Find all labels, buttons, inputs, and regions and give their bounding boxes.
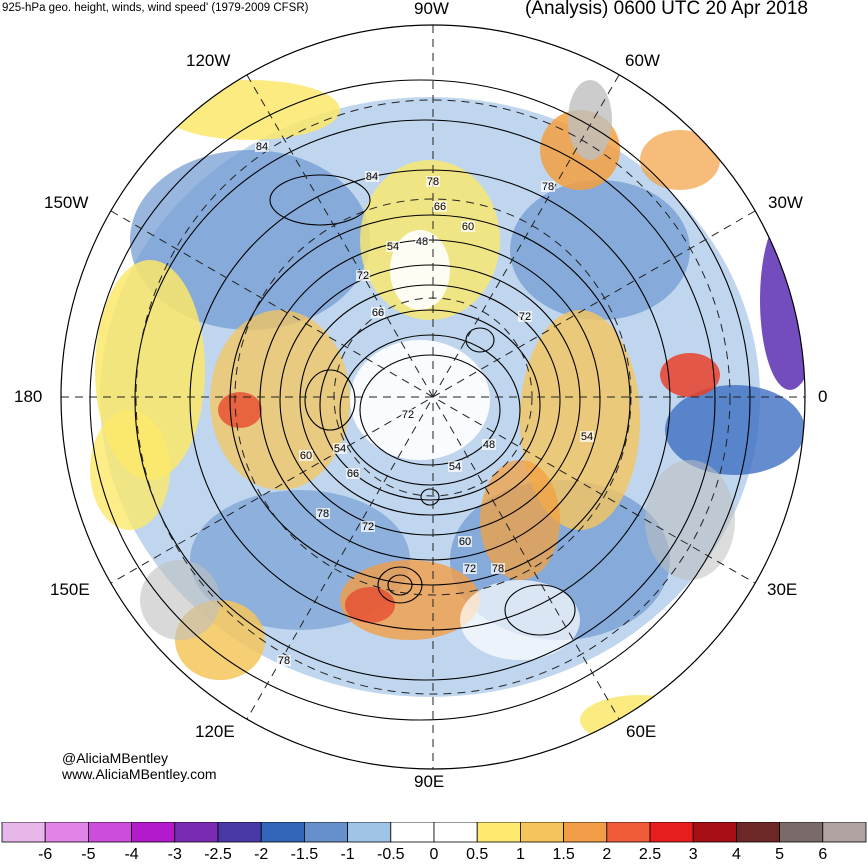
contour-label: 54 (581, 431, 593, 443)
colorbar-cell (1, 822, 46, 843)
contour-label: 66 (372, 307, 384, 319)
contour-label: 78 (278, 655, 290, 667)
contour-label: 60 (300, 450, 312, 462)
contour-label: 84 (256, 141, 268, 153)
colorbar-cell (563, 822, 608, 843)
lon-label-30e: 30E (767, 580, 798, 599)
contour-label: 54 (449, 461, 461, 473)
contour-label: 54 (387, 241, 399, 253)
contour-label: 78 (542, 181, 554, 193)
lon-label-150e: 150E (50, 580, 90, 599)
contour-label: 78 (427, 176, 439, 188)
lon-label-90e: 90E (414, 772, 445, 791)
colorbar-tick-label: -1 (340, 846, 355, 863)
contour-labels: 84 84 78 66 60 54 48 72 66 72 72 54 60 54 66 48 54 78 72 60… (255, 141, 594, 667)
colorbar-cell (131, 822, 176, 843)
colorbar-cell (433, 822, 478, 843)
contour-label: 60 (459, 536, 471, 548)
contour-label: 72 (402, 409, 414, 421)
colorbar-cell (692, 822, 737, 843)
contour-label: 78 (492, 563, 504, 575)
lon-label-150w: 150W (44, 193, 89, 212)
colorbar-cell (174, 822, 219, 843)
colorbar-tick-label: -3 (167, 846, 182, 863)
colorbar-cell (649, 822, 694, 843)
contour-label: 60 (462, 221, 474, 233)
lat-lon-grid (61, 25, 805, 769)
colorbar-tick-label: 1 (515, 846, 525, 863)
credit-website: www.AliciaMBentley.com (62, 766, 217, 782)
lon-label-90w: 90W (414, 0, 449, 18)
colorbar-tick-label: -6 (38, 846, 53, 863)
colorbar-tick-label: 5 (775, 846, 785, 863)
lon-label-60w: 60W (625, 51, 660, 70)
colorbar-tick-label: 0.5 (466, 846, 489, 863)
contour-label: 54 (334, 443, 346, 455)
colorbar-tick-label: -2 (254, 846, 269, 863)
contour-label: 66 (434, 201, 446, 213)
colorbar-cell (303, 822, 348, 843)
map-title: 925-hPa geo. height, winds, wind speed' … (2, 2, 309, 14)
map-boundary (60, 24, 806, 770)
contour-label: 48 (416, 236, 428, 248)
contour-label: 72 (357, 270, 369, 282)
contour-label: 72 (362, 521, 374, 533)
colorbar-tick-label: 6 (818, 846, 828, 863)
colorbar-cell (520, 822, 565, 843)
colorbar-tick-label: 0 (429, 846, 439, 863)
colorbar-tick-label: -1.5 (290, 846, 319, 863)
colorbar-cell (779, 822, 824, 843)
lon-label-60e: 60E (626, 722, 657, 741)
colorbar-cell (822, 822, 867, 843)
credit-handle: @AliciaMBentley (62, 750, 169, 766)
colorbar (1, 822, 867, 843)
colorbar-cell (606, 822, 651, 843)
colorbar-tick-label: -4 (124, 846, 139, 863)
lon-label-120w: 120W (186, 51, 231, 70)
colorbar-cell (390, 822, 435, 843)
contour-label: 48 (483, 439, 495, 451)
contour-label: 78 (317, 508, 329, 520)
colorbar-tick-label: 2 (602, 846, 612, 863)
contour-label: 72 (464, 563, 476, 575)
contour-label: 72 (519, 311, 531, 323)
height-contours (89, 79, 751, 721)
colorbar-cell (44, 822, 89, 843)
colorbar-tick-label: 1.5 (552, 846, 575, 863)
colorbar-cell (217, 822, 262, 843)
colorbar-tick-label: 2.5 (638, 846, 662, 863)
colorbar-tick-label: -0.5 (377, 846, 405, 863)
contour-label: 66 (347, 468, 359, 480)
polar-map: 84 84 78 66 60 54 48 72 66 72 72 54 60 54 66 48 54 78 72 60… (60, 24, 806, 770)
colorbar-tick-label: 4 (731, 846, 741, 863)
contour-label: 84 (366, 171, 378, 183)
lon-label-0: 0 (818, 387, 828, 406)
colorbar-cell (476, 822, 521, 843)
colorbar-cell (88, 822, 133, 843)
lon-label-30w: 30W (768, 193, 803, 212)
colorbar-cell (260, 822, 305, 843)
colorbar-tick-label: -2.5 (204, 846, 232, 863)
lon-label-120e: 120E (195, 722, 235, 741)
analysis-time-title: (Analysis) 0600 UTC 20 Apr 2018 (524, 0, 808, 19)
colorbar-cell (347, 822, 392, 843)
colorbar-cell (736, 822, 781, 843)
colorbar-tick-label: -5 (81, 846, 96, 863)
lon-label-180: 180 (14, 387, 43, 406)
colorbar-tick-label: 3 (688, 846, 698, 863)
